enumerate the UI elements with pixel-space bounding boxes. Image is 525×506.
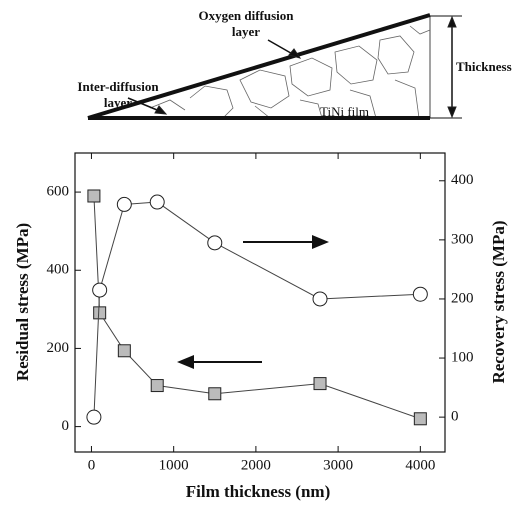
x-tick-label: 2000 [241, 457, 271, 473]
y2-tick-label: 300 [451, 231, 474, 247]
arrow-head [312, 235, 329, 249]
diagram-label: Inter-diffusion [77, 79, 159, 94]
circle-marker [312, 291, 328, 307]
x-tick-label: 4000 [405, 457, 435, 473]
diagram [87, 13, 462, 120]
diagram-label: layer [104, 95, 132, 110]
circle-marker [116, 196, 132, 212]
x-tick-label: 0 [88, 457, 96, 473]
square-marker [313, 377, 327, 391]
y2-axis-title: Recovery stress (MPa) [489, 220, 508, 383]
y2-tick-label: 400 [451, 172, 474, 188]
arrow-head [177, 355, 194, 369]
dim-arrow-head [447, 106, 457, 119]
y-tick-label: 200 [47, 340, 70, 356]
y-tick-label: 400 [47, 262, 70, 278]
square-marker [413, 412, 427, 426]
square-marker [208, 387, 222, 401]
diagram-label: TiNi film [320, 104, 369, 119]
square-marker [93, 306, 107, 320]
square-marker [150, 379, 164, 393]
grain-texture [149, 25, 431, 119]
direction-arrows [177, 235, 329, 369]
pointer-head [154, 105, 168, 115]
plot-frame [74, 152, 446, 453]
square-marker [87, 189, 101, 203]
y-axis-title: Residual stress (MPa) [13, 223, 32, 381]
circle-marker [149, 194, 165, 210]
series-line [93, 201, 421, 418]
circle-marker [207, 235, 223, 251]
x-tick-label: 3000 [323, 457, 353, 473]
circle-marker [412, 286, 428, 302]
surface-line [87, 13, 431, 120]
square-marker [117, 344, 131, 358]
x-axis-title: Film thickness (nm) [186, 482, 331, 501]
y2-tick-label: 0 [451, 409, 459, 425]
pointer-head [288, 48, 302, 59]
circle-marker [92, 282, 108, 298]
y-tick-label: 0 [62, 418, 70, 434]
x-tick-label: 1000 [159, 457, 189, 473]
diagram-label: Thickness [456, 59, 512, 74]
series-line [93, 195, 421, 420]
diagram-label: layer [232, 24, 260, 39]
y-tick-label: 600 [47, 184, 70, 200]
y2-tick-label: 100 [451, 349, 474, 365]
circle-marker [86, 409, 102, 425]
dim-arrow-head [447, 15, 457, 28]
y2-tick-label: 200 [451, 290, 474, 306]
diagram-label: Oxygen diffusion [199, 8, 295, 23]
